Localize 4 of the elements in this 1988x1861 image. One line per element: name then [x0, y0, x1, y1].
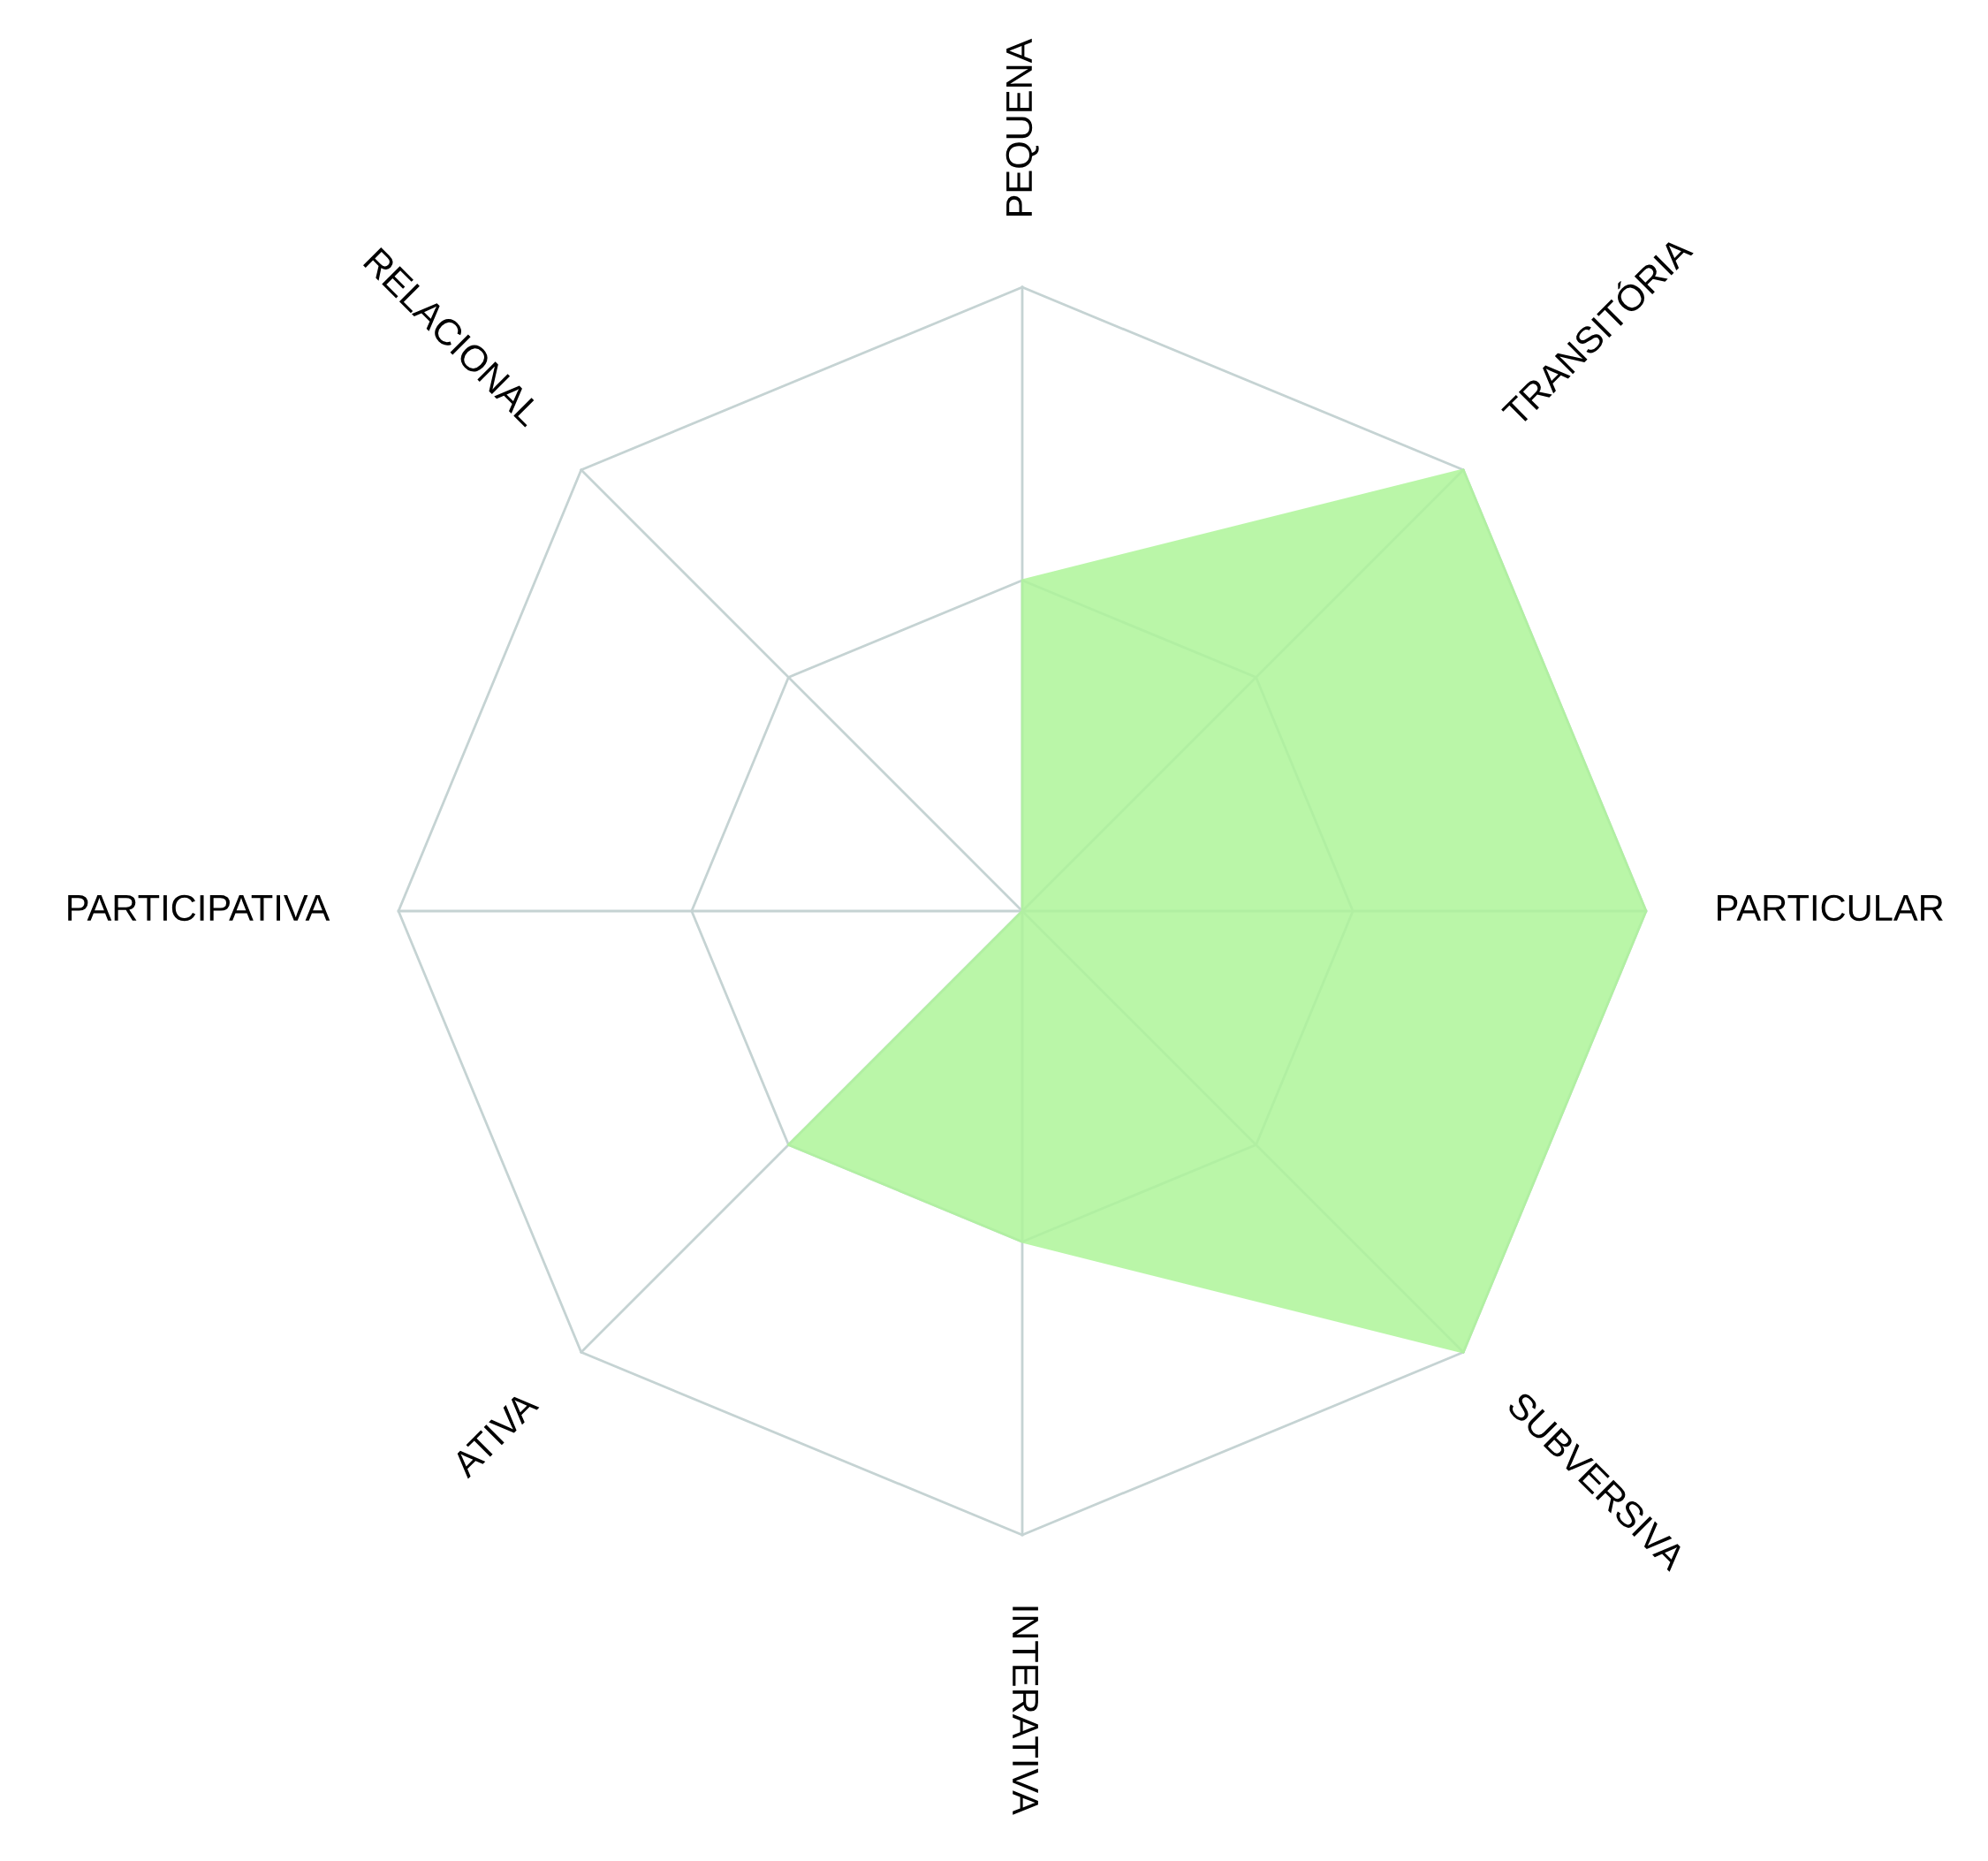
spoke-label: PARTICIPATIVA — [68, 894, 330, 922]
spoke-label: INTERATIVA — [1013, 1607, 1038, 1815]
spoke-label: PEQUENA — [1005, 38, 1039, 216]
spoke-label: PARTICULAR — [1718, 894, 1943, 922]
